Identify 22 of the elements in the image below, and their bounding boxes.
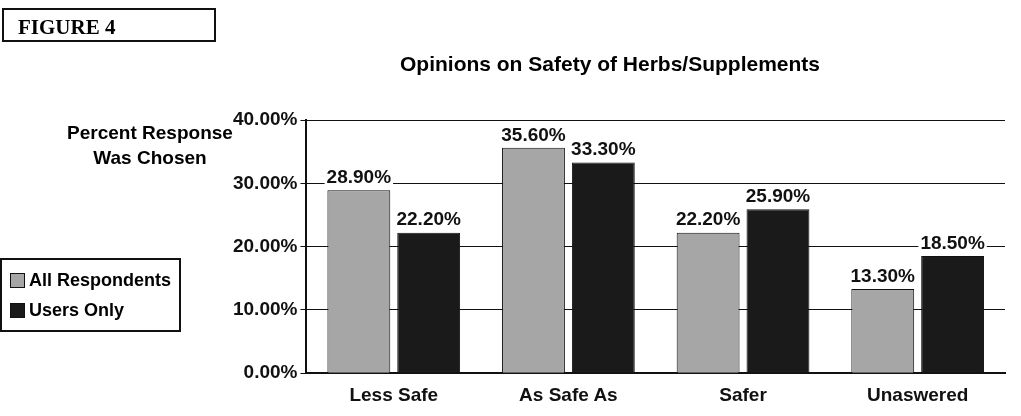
data-label: 18.50% [920, 231, 985, 253]
data-label: 22.20% [396, 208, 462, 230]
data-label: 35.60% [501, 123, 566, 145]
y-axis-title: Percent Response Was Chosen [67, 122, 233, 168]
data-label: 22.20% [675, 208, 741, 230]
y-tick-label: 20.00% [232, 234, 298, 256]
y-tick-label: 0.00% [243, 361, 298, 383]
x-tick-label: Safer [719, 383, 768, 405]
x-tick-label: Unaswered [866, 383, 969, 405]
y-tick-label: 40.00% [232, 108, 298, 130]
y-tick-label: 10.00% [232, 298, 298, 320]
legend-label: Users Only [29, 299, 125, 322]
chart-title: Opinions on Safety of Herbs/Supplements [398, 52, 822, 76]
x-tick-label: As Safe As [519, 383, 618, 405]
data-label: 13.30% [850, 264, 916, 286]
caption: FIGURE 4 [2, 8, 216, 42]
x-tick-label: Less Safe [349, 383, 439, 405]
data-label: 25.90% [745, 184, 811, 206]
y-tick-label: 30.00% [232, 171, 298, 193]
data-label: 28.90% [326, 166, 392, 187]
data-label: 33.30% [571, 138, 636, 160]
legend-label: All Respondents [29, 269, 172, 292]
